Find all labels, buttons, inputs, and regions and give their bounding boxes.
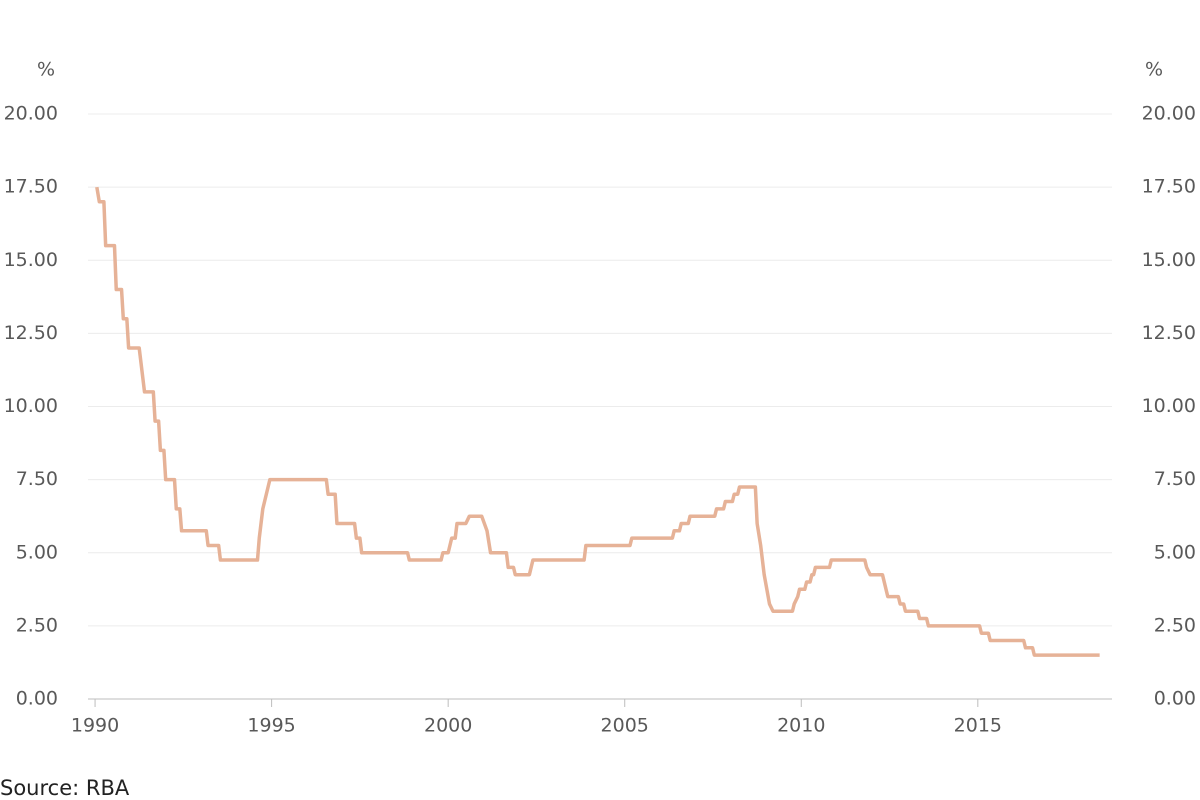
y-tick-label: 5.00	[16, 541, 58, 563]
y2-tick-label: 12.50	[1142, 322, 1196, 344]
y2-tick-label: 15.00	[1142, 249, 1196, 271]
x-tick-label: 2005	[601, 715, 649, 737]
y2-tick-label: 2.50	[1154, 614, 1196, 636]
y2-tick-label: 20.00	[1142, 103, 1196, 125]
x-tick-label: 2000	[424, 715, 472, 737]
x-tick-label: 1990	[71, 715, 119, 737]
y-tick-label: 17.50	[4, 176, 58, 198]
y2-tick-label: 17.50	[1142, 176, 1196, 198]
y-tick-label: 20.00	[4, 103, 58, 125]
y2-tick-label: 5.00	[1154, 541, 1196, 563]
x-tick-label: 2010	[777, 715, 825, 737]
source-note: Source: RBA	[0, 776, 130, 800]
data-line	[95, 186, 1100, 657]
y-tick-label: 15.00	[4, 249, 58, 271]
x-tick-label: 2015	[954, 715, 1002, 737]
y2-tick-label: 10.00	[1142, 395, 1196, 417]
y-axis-unit: %	[37, 59, 55, 81]
y-tick-label: 12.50	[4, 322, 58, 344]
y2-axis-unit: %	[1145, 59, 1163, 81]
y-tick-label: 2.50	[16, 614, 58, 636]
y2-tick-label: 0.00	[1154, 688, 1196, 710]
y-tick-label: 7.50	[16, 468, 58, 490]
x-tick-label: 1995	[247, 715, 295, 737]
y-tick-label: 0.00	[16, 688, 58, 710]
y2-tick-label: 7.50	[1154, 468, 1196, 490]
y-tick-label: 10.00	[4, 395, 58, 417]
